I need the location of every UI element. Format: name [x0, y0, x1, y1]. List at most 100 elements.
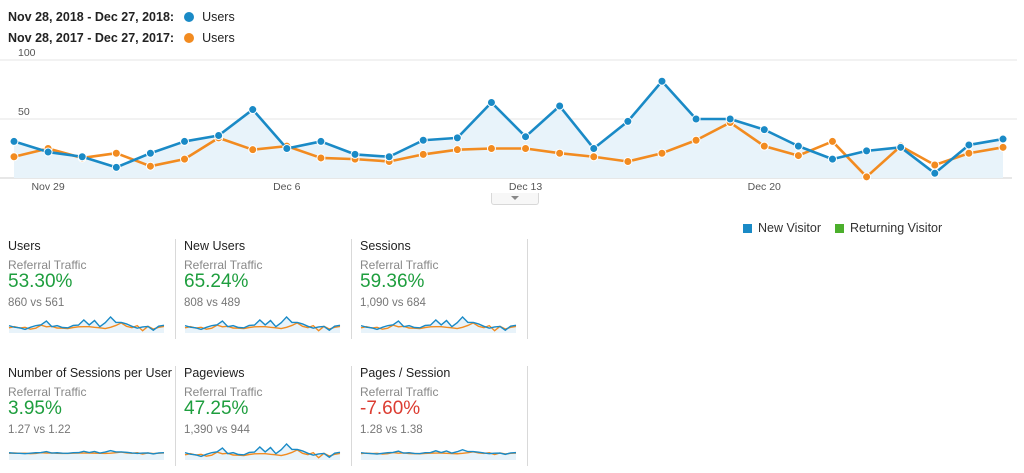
- pie-legend-returning-visitor-label: Returning Visitor: [849, 221, 943, 235]
- current-series-point[interactable]: [384, 152, 394, 162]
- current-series-point[interactable]: [930, 168, 940, 178]
- current-series-point[interactable]: [486, 97, 496, 107]
- metric-card[interactable]: Number of Sessions per User Referral Traf…: [8, 366, 176, 466]
- previous-series-point[interactable]: [486, 144, 496, 153]
- previous-series-point[interactable]: [589, 152, 599, 162]
- previous-series-point[interactable]: [759, 141, 769, 151]
- metric-card-title: New Users: [184, 239, 246, 253]
- current-series-point[interactable]: [145, 148, 155, 158]
- previous-series-line: [13, 121, 1004, 179]
- previous-series-point[interactable]: [793, 151, 803, 161]
- current-series-point[interactable]: [998, 134, 1008, 144]
- pie-legend: New Visitor Returning Visitor: [743, 221, 956, 235]
- current-series-point[interactable]: [657, 76, 667, 86]
- previous-series-point[interactable]: [964, 148, 974, 158]
- metric-card-sparkline: [8, 315, 165, 333]
- current-series-point[interactable]: [316, 136, 326, 146]
- metric-card-comparison: 1,390 vs 944: [184, 424, 250, 436]
- metric-card-segment: Referral Traffic: [184, 385, 263, 399]
- current-series-point[interactable]: [77, 152, 87, 162]
- metric-card[interactable]: Users Referral Traffic 53.30% 860 vs 561: [8, 239, 176, 339]
- metric-card-sparkline: [8, 449, 165, 460]
- returning-visitor-swatch-icon: [834, 223, 844, 233]
- sparkline-current-line: [184, 315, 341, 332]
- current-series-point[interactable]: [180, 136, 190, 146]
- current-series-point[interactable]: [827, 154, 837, 164]
- previous-series-point[interactable]: [998, 142, 1008, 152]
- previous-series-point[interactable]: [452, 145, 462, 155]
- current-series-point[interactable]: [691, 114, 701, 124]
- metric-card-comparison: 860 vs 561: [8, 297, 65, 309]
- previous-series-point[interactable]: [930, 160, 940, 170]
- previous-series-point[interactable]: [248, 145, 258, 155]
- x-tick-label: Dec 6: [273, 181, 301, 193]
- previous-series-point[interactable]: [521, 144, 531, 153]
- previous-series-point[interactable]: [827, 136, 837, 146]
- current-series-point[interactable]: [759, 125, 769, 135]
- current-series-point[interactable]: [43, 147, 53, 157]
- legend-current-dot-icon: [184, 12, 195, 22]
- sparkline-area: [9, 316, 164, 333]
- previous-series-point[interactable]: [691, 135, 701, 145]
- sparkline-previous-line: [8, 322, 165, 332]
- main-line-chart[interactable]: 100 50 Nov 29 Dec 6 Dec 13 Dec 20: [0, 48, 1024, 193]
- metric-card-segment: Referral Traffic: [360, 258, 439, 272]
- pie-legend-new-visitor: New Visitor: [743, 221, 821, 235]
- sparkline-current-line: [184, 442, 341, 459]
- current-series-point[interactable]: [282, 144, 292, 153]
- legend-previous: Nov 28, 2017 - Dec 27, 2017: Users: [8, 31, 235, 45]
- metric-card[interactable]: Pageviews Referral Traffic 47.25% 1,390 vs …: [184, 366, 352, 466]
- current-series-area: [14, 81, 1003, 178]
- legend-current-range: Nov 28, 2018 - Dec 27, 2018:: [8, 10, 175, 24]
- sparkline-area: [361, 316, 516, 333]
- metric-card-comparison: 1.27 vs 1.22: [8, 424, 71, 436]
- metric-card-segment: Referral Traffic: [8, 258, 87, 272]
- previous-series-point[interactable]: [111, 148, 121, 158]
- metric-card-segment: Referral Traffic: [184, 258, 263, 272]
- current-series-point[interactable]: [589, 144, 599, 153]
- metric-card-title: Sessions: [360, 239, 411, 253]
- previous-series-point[interactable]: [555, 148, 565, 158]
- metric-card-title: Users: [8, 239, 41, 253]
- metric-card-title: Pageviews: [184, 366, 245, 380]
- current-series-point[interactable]: [418, 135, 428, 145]
- metric-card-change: 3.95%: [8, 398, 62, 419]
- metric-card[interactable]: Pages / Session Referral Traffic -7.60% 1.2…: [360, 366, 528, 466]
- sparkline-previous-line: [184, 449, 341, 459]
- chart-collapse-handle[interactable]: [491, 193, 539, 205]
- current-series-point[interactable]: [248, 105, 258, 115]
- x-tick-label: Dec 13: [509, 181, 542, 193]
- current-series-point[interactable]: [350, 149, 360, 159]
- metric-card-sparkline: [184, 442, 341, 460]
- current-series-point[interactable]: [521, 132, 531, 142]
- current-series-point[interactable]: [555, 101, 565, 111]
- current-series-point[interactable]: [9, 136, 19, 146]
- previous-series-point[interactable]: [623, 156, 633, 166]
- metric-card-sparkline: [184, 315, 341, 333]
- current-series-point[interactable]: [452, 133, 462, 143]
- previous-series-point[interactable]: [316, 153, 326, 163]
- previous-series-point[interactable]: [9, 152, 19, 162]
- current-series-point[interactable]: [214, 131, 224, 141]
- metric-card[interactable]: New Users Referral Traffic 65.24% 808 vs 48…: [184, 239, 352, 339]
- current-series-point[interactable]: [623, 116, 633, 126]
- y-tick-label: 50: [18, 106, 30, 118]
- current-series-point[interactable]: [793, 141, 803, 151]
- legend-previous-range: Nov 28, 2017 - Dec 27, 2017:: [8, 31, 175, 45]
- current-series-point[interactable]: [862, 146, 872, 156]
- current-series-point[interactable]: [111, 162, 121, 172]
- previous-series-point[interactable]: [145, 161, 155, 171]
- previous-series-point[interactable]: [180, 154, 190, 164]
- sparkline-current-line: [8, 315, 165, 332]
- previous-series-point[interactable]: [418, 149, 428, 159]
- current-series-point[interactable]: [964, 140, 974, 150]
- metric-card-comparison: 808 vs 489: [184, 297, 241, 309]
- current-series-point[interactable]: [896, 142, 906, 152]
- y-tick-label: 100: [18, 48, 36, 59]
- current-series-point[interactable]: [725, 114, 735, 124]
- previous-series-point[interactable]: [657, 148, 667, 158]
- new-visitor-swatch-icon: [743, 223, 752, 233]
- metric-card[interactable]: Sessions Referral Traffic 59.36% 1,090 vs 6…: [360, 239, 528, 339]
- previous-series-point[interactable]: [862, 172, 872, 182]
- metric-card-sparkline: [360, 315, 517, 333]
